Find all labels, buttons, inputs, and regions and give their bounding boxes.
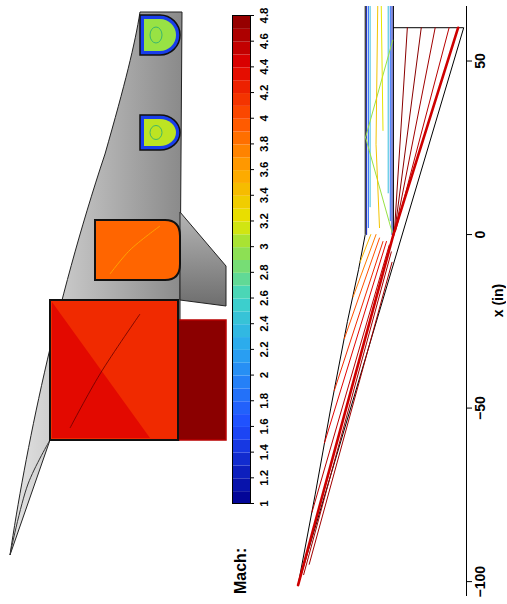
svg-text:50: 50 [472,53,488,69]
svg-text:2: 2 [258,372,270,378]
svg-text:−100: −100 [472,566,488,598]
svg-text:3.4: 3.4 [258,187,270,204]
svg-text:2.6: 2.6 [258,290,270,306]
svg-text:2.2: 2.2 [258,341,270,357]
html-text:Mach:: Mach: [232,547,249,594]
svg-text:2.4: 2.4 [258,315,270,332]
svg-text:1: 1 [258,500,270,507]
svg-text:4.8: 4.8 [258,7,270,24]
svg-text:0: 0 [472,230,488,238]
svg-text:2.8: 2.8 [258,264,270,281]
svg-text:3.6: 3.6 [258,162,270,178]
svg-text:3.8: 3.8 [258,135,270,152]
svg-text:−50: −50 [472,396,488,420]
svg-text:1.6: 1.6 [258,418,270,434]
svg-text:4.2: 4.2 [258,85,270,101]
svg-text:4.6: 4.6 [258,33,270,49]
svg-text:1.8: 1.8 [258,392,270,409]
svg-text:1.2: 1.2 [258,470,270,486]
svg-text:1.4: 1.4 [258,444,270,461]
svg-text:3: 3 [258,243,270,249]
svg-text:4: 4 [258,114,270,121]
svg-text:4.4: 4.4 [258,58,270,75]
svg-text:3.2: 3.2 [258,213,270,229]
svg-text:x (in): x (in) [490,284,506,317]
